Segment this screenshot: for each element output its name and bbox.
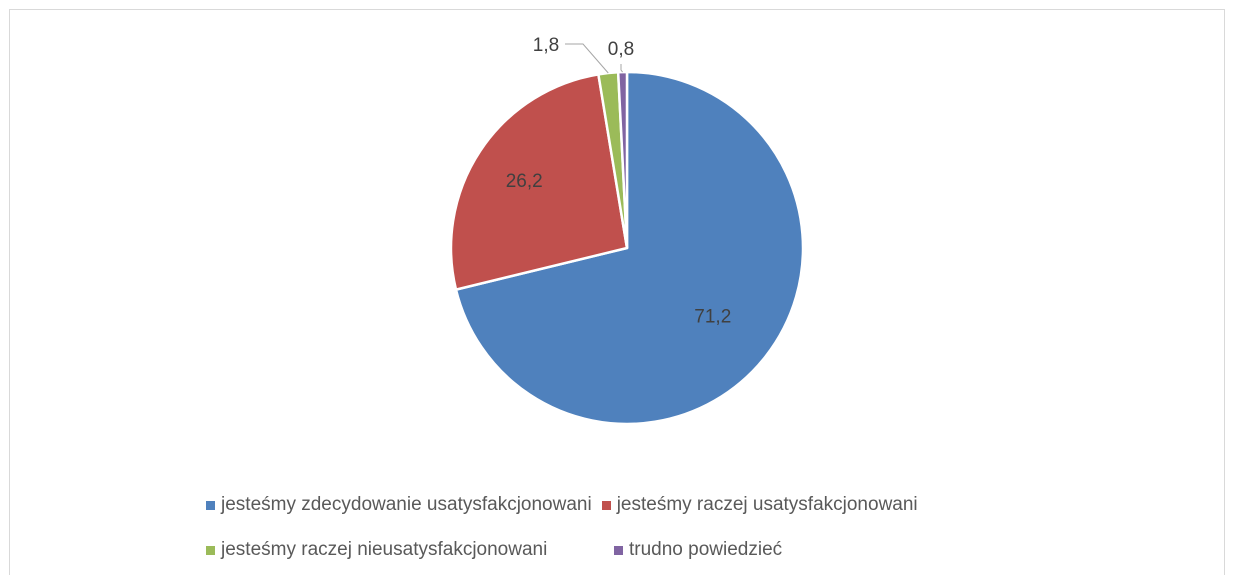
pie-slice <box>616 70 629 250</box>
legend-item: trudno powiedzieć <box>614 539 782 561</box>
data-label: 71,2 <box>694 306 731 327</box>
data-label: 1,8 <box>533 35 559 56</box>
data-labels: 71,2 26,2 1,8 0,8 <box>506 35 732 327</box>
legend-label: jesteśmy raczej nieusatysfakcjonowani <box>221 539 548 560</box>
pie-slice <box>449 73 629 291</box>
legend-item: jesteśmy zdecydowanie usatysfakcjonowani <box>206 494 592 516</box>
legend-label: jesteśmy raczej usatysfakcjonowani <box>616 494 918 515</box>
legend-item: jesteśmy raczej nieusatysfakcjonowani <box>206 539 614 561</box>
legend-swatch <box>601 500 611 510</box>
legend-swatch <box>206 500 215 510</box>
data-label: 0,8 <box>608 39 634 60</box>
legend-item: jesteśmy raczej usatysfakcjonowani <box>601 494 918 516</box>
data-label: 26,2 <box>506 171 543 192</box>
legend-row-1: jesteśmy zdecydowanie usatysfakcjonowani… <box>206 494 1234 516</box>
leader-lines <box>565 43 623 74</box>
legend-label: trudno powiedzieć <box>629 539 783 560</box>
leader-line <box>620 64 623 73</box>
pie-slices <box>449 70 805 426</box>
leader-line <box>565 43 609 74</box>
legend-swatch <box>206 545 215 555</box>
legend-label: jesteśmy zdecydowanie usatysfakcjonowani <box>221 494 592 515</box>
legend-swatch <box>614 545 623 555</box>
pie-slice <box>454 70 805 426</box>
legend-row-2: jesteśmy raczej nieusatysfakcjonowani tr… <box>206 539 1234 561</box>
